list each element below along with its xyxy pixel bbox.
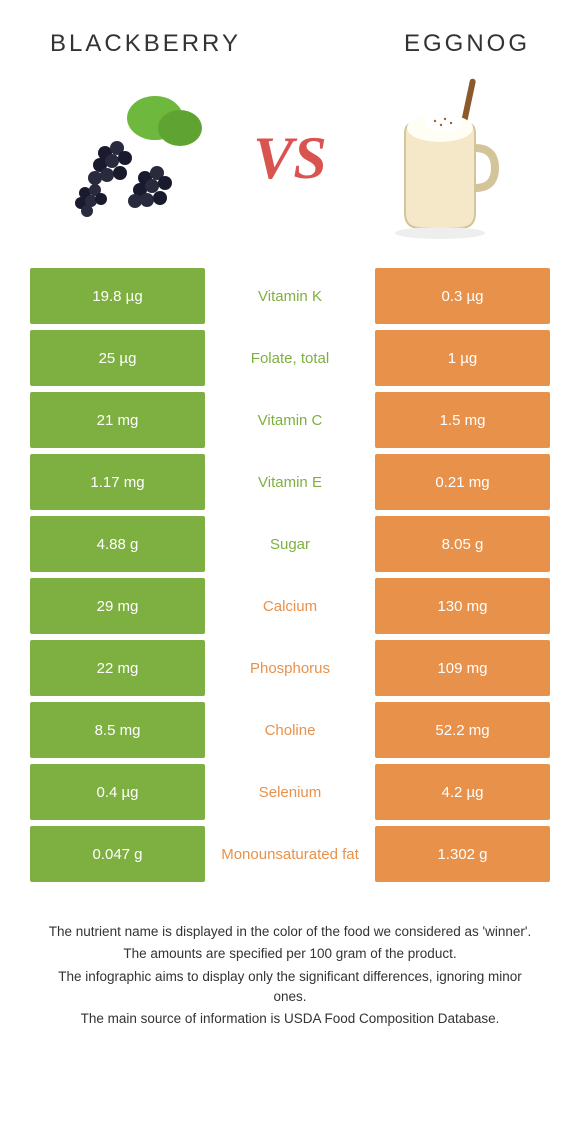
left-value: 19.8 µg [30,268,205,324]
blackberry-illustration [50,78,230,238]
left-value: 8.5 mg [30,702,205,758]
left-value: 22 mg [30,640,205,696]
header: BLACKBERRY EGGNOG [30,20,550,78]
nutrient-label: Calcium [205,578,375,634]
eggnog-illustration [350,78,530,238]
left-value: 29 mg [30,578,205,634]
nutrient-label: Monounsaturated fat [205,826,375,882]
right-value: 1.5 mg [375,392,550,448]
footnote-line: The infographic aims to display only the… [40,967,540,1008]
table-row: 21 mgVitamin C1.5 mg [30,392,550,448]
right-value: 1.302 g [375,826,550,882]
nutrient-label: Phosphorus [205,640,375,696]
table-row: 1.17 mgVitamin E0.21 mg [30,454,550,510]
nutrient-label: Selenium [205,764,375,820]
table-row: 0.047 gMonounsaturated fat1.302 g [30,826,550,882]
table-row: 29 mgCalcium130 mg [30,578,550,634]
left-value: 1.17 mg [30,454,205,510]
images-row: VS [30,78,550,268]
right-value: 4.2 µg [375,764,550,820]
vs-label: VS [253,124,326,193]
left-food-title: BLACKBERRY [50,30,241,58]
nutrient-label: Vitamin E [205,454,375,510]
right-value: 0.3 µg [375,268,550,324]
right-value: 52.2 mg [375,702,550,758]
right-value: 1 µg [375,330,550,386]
nutrient-label: Folate, total [205,330,375,386]
nutrient-label: Choline [205,702,375,758]
table-row: 25 µgFolate, total1 µg [30,330,550,386]
table-row: 0.4 µgSelenium4.2 µg [30,764,550,820]
table-row: 22 mgPhosphorus109 mg [30,640,550,696]
nutrient-label: Vitamin C [205,392,375,448]
table-row: 4.88 gSugar8.05 g [30,516,550,572]
table-row: 19.8 µgVitamin K0.3 µg [30,268,550,324]
right-food-title: EGGNOG [404,30,530,58]
footnote-line: The amounts are specified per 100 gram o… [40,944,540,964]
right-value: 130 mg [375,578,550,634]
left-value: 0.4 µg [30,764,205,820]
footnotes: The nutrient name is displayed in the co… [30,922,550,1029]
footnote-line: The nutrient name is displayed in the co… [40,922,540,942]
right-value: 109 mg [375,640,550,696]
left-value: 4.88 g [30,516,205,572]
table-row: 8.5 mgCholine52.2 mg [30,702,550,758]
left-value: 25 µg [30,330,205,386]
right-value: 0.21 mg [375,454,550,510]
nutrient-table: 19.8 µgVitamin K0.3 µg 25 µgFolate, total… [30,268,550,882]
left-value: 0.047 g [30,826,205,882]
nutrient-label: Sugar [205,516,375,572]
footnote-line: The main source of information is USDA F… [40,1009,540,1029]
right-value: 8.05 g [375,516,550,572]
nutrient-label: Vitamin K [205,268,375,324]
left-value: 21 mg [30,392,205,448]
